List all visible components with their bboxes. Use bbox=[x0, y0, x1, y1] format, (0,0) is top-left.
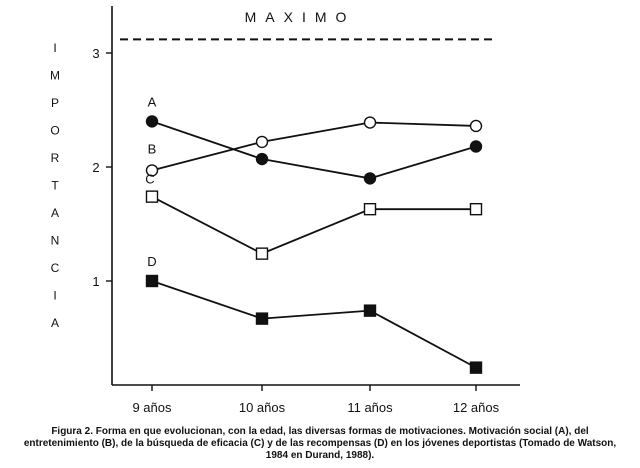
point-B-3 bbox=[363, 116, 377, 129]
x-tick-label-2: 10 años bbox=[239, 400, 286, 415]
point-C-3 bbox=[363, 202, 377, 216]
y-tick-label-1: 1 bbox=[92, 274, 99, 289]
y-axis-label-letter: N bbox=[51, 234, 60, 248]
y-axis-label-letter: A bbox=[51, 316, 59, 330]
series-label-C: C bbox=[145, 172, 154, 187]
y-axis-label-letter: A bbox=[51, 206, 59, 220]
y-tick-label-2: 2 bbox=[92, 160, 99, 175]
point-B-2 bbox=[255, 135, 269, 149]
point-C-1 bbox=[145, 190, 159, 203]
series-line-A bbox=[151, 120, 477, 180]
point-A-2 bbox=[255, 152, 269, 166]
y-axis-label-letter: M bbox=[50, 69, 60, 83]
point-D-1 bbox=[145, 274, 159, 288]
point-B-1 bbox=[145, 164, 159, 177]
point-D-2 bbox=[255, 312, 269, 325]
point-A-1 bbox=[145, 115, 159, 128]
series-line-D bbox=[151, 280, 477, 369]
y-axis-label-letter: T bbox=[51, 179, 59, 193]
series-line-C bbox=[151, 195, 476, 255]
x-tick-label-3: 11 años bbox=[347, 400, 393, 415]
series-label-A: A bbox=[148, 94, 157, 109]
figure-caption: Figura 2. Forma en que evolucionan, con … bbox=[23, 426, 617, 461]
point-A-4 bbox=[469, 140, 483, 153]
point-C-2 bbox=[255, 247, 269, 260]
point-D-3 bbox=[363, 304, 377, 317]
maximo-label: MAXIMO bbox=[245, 9, 356, 25]
y-axis-label-letter: O bbox=[50, 124, 59, 138]
y-tick-label-3: 3 bbox=[92, 46, 99, 61]
y-axis-label-letter: I bbox=[53, 289, 56, 303]
point-B-4 bbox=[469, 119, 483, 133]
x-tick-label-1: 9 años bbox=[132, 400, 172, 415]
series-label-D: D bbox=[147, 254, 156, 269]
y-axis-label-letter: C bbox=[51, 261, 60, 275]
y-axis-label-letter: P bbox=[51, 96, 59, 110]
y-axis-label-letter: R bbox=[51, 151, 60, 165]
point-A-3 bbox=[363, 172, 377, 185]
series-line-B bbox=[151, 121, 477, 172]
y-axis-label-letter: I bbox=[53, 41, 56, 55]
point-C-4 bbox=[469, 202, 483, 216]
x-tick-label-4: 12 años bbox=[453, 400, 500, 415]
point-D-4 bbox=[469, 361, 483, 374]
series-label-B: B bbox=[148, 141, 157, 156]
